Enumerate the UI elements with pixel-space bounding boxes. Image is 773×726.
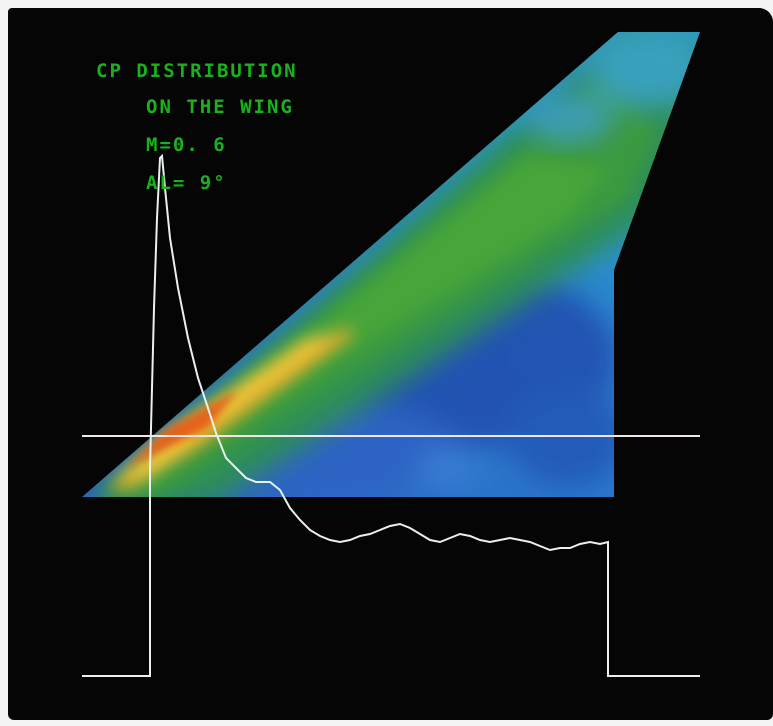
title-line-2: ON THE WING bbox=[146, 96, 294, 118]
wing-contour-map bbox=[82, 32, 700, 497]
angle-of-attack-label: AL= 9° bbox=[146, 172, 227, 194]
monitor-screen: CP DISTRIBUTION ON THE WING M=0. 6 AL= 9… bbox=[8, 8, 773, 720]
cp-display bbox=[82, 32, 700, 677]
title-line-1: CP DISTRIBUTION bbox=[96, 60, 298, 82]
cp-curve bbox=[82, 153, 700, 677]
mach-number-label: M=0. 6 bbox=[146, 134, 227, 156]
